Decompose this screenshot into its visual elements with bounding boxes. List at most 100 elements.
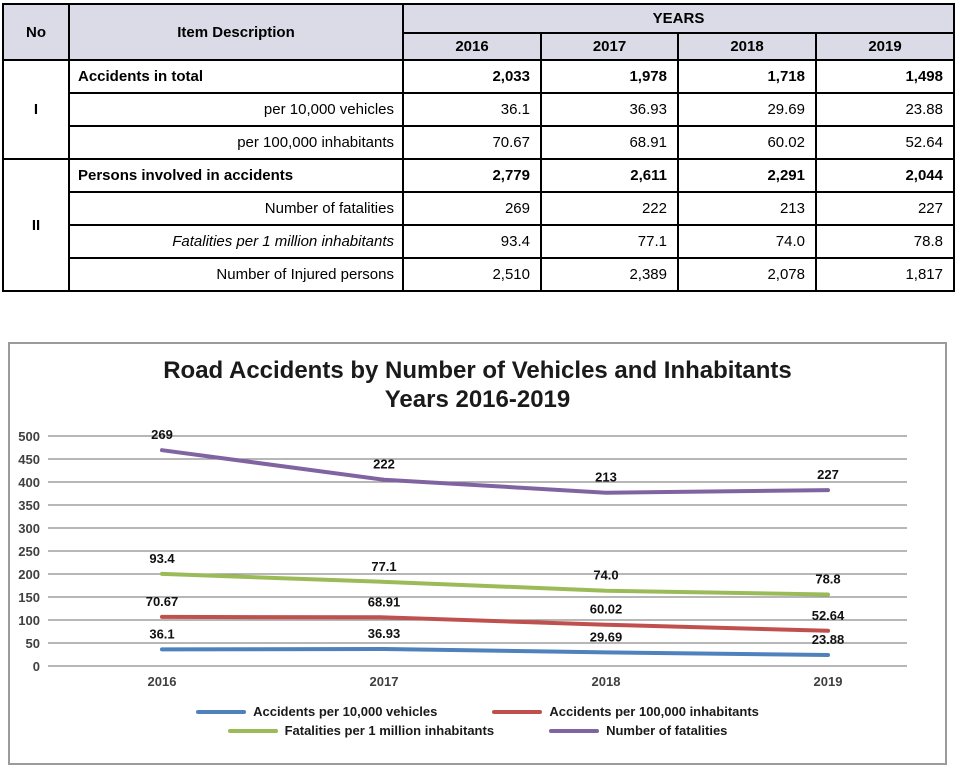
- data-label: 36.1: [149, 626, 174, 641]
- item-description-cell: Number of fatalities: [68, 191, 404, 226]
- legend-row: Accidents per 10,000 vehicles Accidents p…: [10, 704, 945, 719]
- data-label: 222: [373, 457, 395, 472]
- col-header-years-group: YEARS: [402, 3, 955, 34]
- y-axis-tick-label: 500: [18, 429, 40, 444]
- value-cell: 269: [402, 191, 542, 226]
- value-cell: 1,718: [677, 59, 817, 94]
- series-line: [160, 647, 830, 658]
- y-axis-tick-label: 200: [18, 567, 40, 582]
- col-header-year: 2018: [677, 32, 817, 61]
- value-cell: 2,779: [402, 158, 542, 193]
- y-axis-tick-label: 100: [18, 613, 40, 628]
- value-cell: 78.8: [815, 224, 955, 259]
- value-cell: 36.93: [540, 92, 679, 127]
- chart-title-line2: Years 2016-2019: [384, 386, 571, 413]
- value-cell: 2,291: [677, 158, 817, 193]
- data-label: 77.1: [371, 559, 396, 574]
- data-label: 70.67: [146, 594, 179, 609]
- x-axis-tick-label: 2019: [814, 674, 843, 689]
- value-cell: 222: [540, 191, 679, 226]
- data-label: 74.0: [593, 568, 618, 583]
- x-axis-tick-label: 2017: [370, 674, 399, 689]
- table-row: Number of fatalities 269 222 213 227: [3, 191, 955, 226]
- legend-label: Accidents per 100,000 inhabitants: [549, 704, 759, 719]
- legend-label: Number of fatalities: [606, 723, 728, 738]
- item-description-cell: per 10,000 vehicles: [68, 92, 404, 127]
- chart-legend: Accidents per 10,000 vehicles Accidents p…: [10, 704, 945, 738]
- y-axis-tick-label: 350: [18, 498, 40, 513]
- data-label: 23.88: [812, 632, 845, 647]
- value-cell: 52.64: [815, 125, 955, 160]
- x-axis-tick-label: 2018: [592, 674, 621, 689]
- col-header-year: 2016: [402, 32, 542, 61]
- series-line: [160, 614, 830, 633]
- legend-item: Number of fatalities: [549, 723, 727, 738]
- section-number: II: [2, 158, 70, 292]
- chart-title: Road Accidents by Number of Vehicles and…: [10, 356, 945, 414]
- data-label: 213: [595, 470, 617, 485]
- data-label: 93.4: [149, 551, 175, 566]
- value-cell: 23.88: [815, 92, 955, 127]
- legend-item: Accidents per 10,000 vehicles: [196, 704, 437, 719]
- col-header-year: 2017: [540, 32, 679, 61]
- y-axis-tick-label: 150: [18, 590, 40, 605]
- chart-panel: Road Accidents by Number of Vehicles and…: [8, 342, 947, 765]
- table-row: Fatalities per 1 million inhabitants 93.4…: [3, 224, 955, 259]
- value-cell: 60.02: [677, 125, 817, 160]
- data-label: 60.02: [590, 602, 623, 617]
- year-header-row: 2016 2017 2018 2019: [3, 32, 955, 61]
- y-axis-tick-label: 300: [18, 521, 40, 536]
- value-cell: 227: [815, 191, 955, 226]
- y-axis-tick-label: 0: [33, 659, 40, 674]
- legend-line-swatch: [492, 709, 543, 714]
- value-cell: 1,978: [540, 59, 679, 94]
- legend-label: Fatalities per 1 million inhabitants: [284, 723, 495, 738]
- table-row: II Persons involved in accidents 2,779 2,61…: [2, 158, 955, 292]
- x-axis-tick-label: 2016: [148, 674, 177, 689]
- legend-line-swatch: [196, 709, 247, 714]
- section-number: I: [2, 59, 70, 160]
- chart-title-line1: Road Accidents by Number of Vehicles and…: [163, 357, 792, 384]
- item-description-cell: Persons involved in accidents: [68, 158, 404, 193]
- data-label: 227: [817, 467, 839, 482]
- col-header-no: No: [2, 3, 70, 61]
- y-axis-tick-label: 50: [26, 636, 40, 651]
- y-axis-tick-label: 450: [18, 452, 40, 467]
- legend-row: Fatalities per 1 million inhabitants Numb…: [10, 723, 945, 738]
- legend-item: Accidents per 100,000 inhabitants: [492, 704, 759, 719]
- value-cell: 36.1: [402, 92, 542, 127]
- item-description-cell: Accidents in total: [68, 59, 404, 94]
- y-axis-tick-label: 400: [18, 475, 40, 490]
- data-label: 36.93: [368, 626, 401, 641]
- value-cell: 2,510: [402, 257, 542, 292]
- table-row: per 100,000 inhabitants 70.67 68.91 60.02 52…: [3, 125, 955, 160]
- table-row: I Accidents in total 2,033 1,978 1,718 1,498: [2, 59, 955, 160]
- value-cell: 2,611: [540, 158, 679, 193]
- legend-line-swatch: [549, 728, 600, 733]
- item-description-cell: Number of Injured persons: [68, 257, 404, 292]
- value-cell: 74.0: [677, 224, 817, 259]
- value-cell: 77.1: [540, 224, 679, 259]
- table-row: per 10,000 vehicles 36.1 36.93 29.69 23.88: [3, 92, 955, 127]
- value-cell: 1,817: [815, 257, 955, 292]
- series-line: [160, 571, 830, 597]
- y-axis-tick-label: 250: [18, 544, 40, 559]
- statistics-table: No Item Description YEARS 2016 2017 2018 20…: [2, 3, 955, 292]
- value-cell: 1,498: [815, 59, 955, 94]
- value-cell: 213: [677, 191, 817, 226]
- value-cell: 68.91: [540, 125, 679, 160]
- data-label: 68.91: [368, 594, 401, 609]
- chart-plot: 0 50 100 150 200 250 300 350 400 450 500 2016 2017 20…: [18, 427, 907, 689]
- value-cell: 2,078: [677, 257, 817, 292]
- value-cell: 93.4: [402, 224, 542, 259]
- item-description-cell: Fatalities per 1 million inhabitants: [68, 224, 404, 259]
- value-cell: 2,044: [815, 158, 955, 193]
- data-label: 52.64: [812, 608, 845, 623]
- data-label: 269: [151, 427, 173, 442]
- table-row: Number of Injured persons 2,510 2,389 2,078…: [3, 257, 955, 292]
- series-line: [160, 448, 830, 495]
- value-cell: 2,033: [402, 59, 542, 94]
- value-cell: 29.69: [677, 92, 817, 127]
- legend-label: Accidents per 10,000 vehicles: [253, 704, 438, 719]
- value-cell: 2,389: [540, 257, 679, 292]
